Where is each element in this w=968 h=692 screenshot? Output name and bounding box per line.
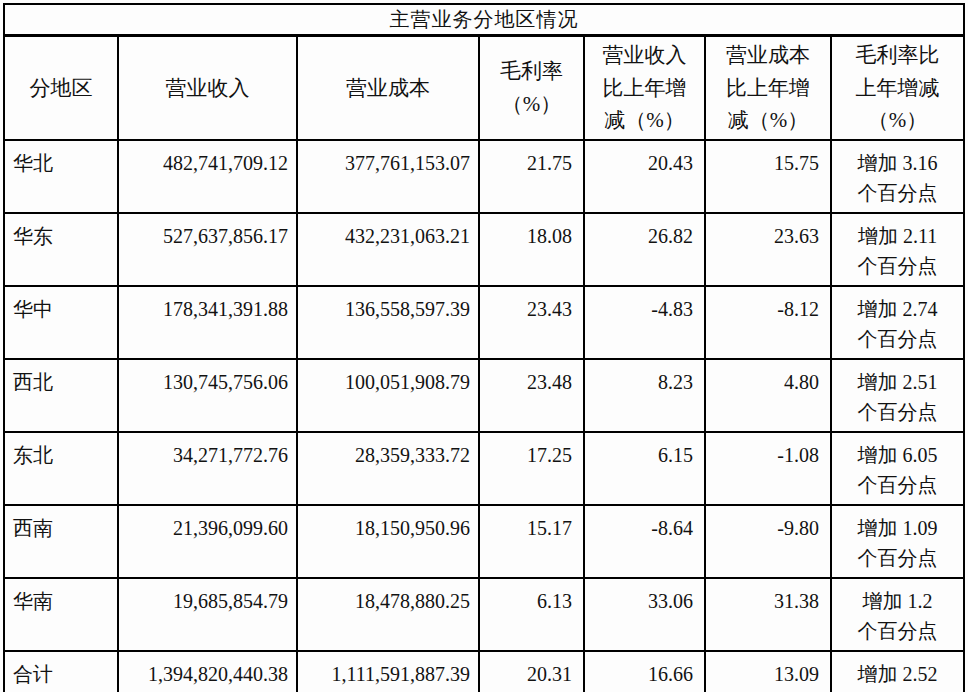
value-cell: 23.63 — [705, 213, 831, 286]
value-cell: 15.75 — [705, 140, 831, 213]
value-cell: 178,341,391.88 — [118, 286, 297, 359]
value-cell: 6.15 — [584, 432, 705, 505]
value-cell: 33.06 — [584, 578, 705, 651]
table-row: 西南21,396,099.6018,150,950.9615.17-8.64-9… — [4, 505, 964, 578]
table-row: 华南19,685,854.7918,478,880.256.1333.0631.… — [4, 578, 964, 651]
column-header: 营业收入 比上年增 减（%） — [584, 36, 705, 140]
value-cell: 20.31 — [479, 651, 584, 692]
value-cell: 28,359,333.72 — [297, 432, 479, 505]
region-cell: 西北 — [4, 359, 118, 432]
value-cell: 增加 2.51 个百分点 — [831, 359, 964, 432]
column-header: 毛利率比 上年增减 （%） — [831, 36, 964, 140]
value-cell: 增加 2.74 个百分点 — [831, 286, 964, 359]
value-cell: 18,150,950.96 — [297, 505, 479, 578]
value-cell: 1,394,820,440.38 — [118, 651, 297, 692]
value-cell: 23.43 — [479, 286, 584, 359]
region-business-table: 主营业务分地区情况 分地区营业收入营业成本毛利率 （%）营业收入 比上年增 减（… — [3, 3, 965, 692]
value-cell: 100,051,908.79 — [297, 359, 479, 432]
region-cell: 华中 — [4, 286, 118, 359]
table-row: 华中178,341,391.88136,558,597.3923.43-4.83… — [4, 286, 964, 359]
value-cell: 432,231,063.21 — [297, 213, 479, 286]
value-cell: -4.83 — [584, 286, 705, 359]
region-cell: 东北 — [4, 432, 118, 505]
value-cell: 130,745,756.06 — [118, 359, 297, 432]
value-cell: 482,741,709.12 — [118, 140, 297, 213]
column-header: 营业收入 — [118, 36, 297, 140]
table-row: 华北482,741,709.12377,761,153.0721.7520.43… — [4, 140, 964, 213]
value-cell: 20.43 — [584, 140, 705, 213]
table-title-row: 主营业务分地区情况 — [4, 4, 964, 36]
table-row: 华东527,637,856.17432,231,063.2118.0826.82… — [4, 213, 964, 286]
table-title: 主营业务分地区情况 — [4, 4, 964, 36]
table-row: 东北34,271,772.7628,359,333.7217.256.15-1.… — [4, 432, 964, 505]
value-cell: 19,685,854.79 — [118, 578, 297, 651]
value-cell: 增加 1.2 个百分点 — [831, 578, 964, 651]
column-header: 营业成本 比上年增 减（%） — [705, 36, 831, 140]
value-cell: 1,111,591,887.39 — [297, 651, 479, 692]
value-cell: 增加 2.11 个百分点 — [831, 213, 964, 286]
value-cell: 6.13 — [479, 578, 584, 651]
value-cell: 21,396,099.60 — [118, 505, 297, 578]
value-cell: 15.17 — [479, 505, 584, 578]
value-cell: 21.75 — [479, 140, 584, 213]
value-cell: 31.38 — [705, 578, 831, 651]
table-header-row: 分地区营业收入营业成本毛利率 （%）营业收入 比上年增 减（%）营业成本 比上年… — [4, 36, 964, 140]
value-cell: 18.08 — [479, 213, 584, 286]
value-cell: 16.66 — [584, 651, 705, 692]
value-cell: 26.82 — [584, 213, 705, 286]
region-cell: 华北 — [4, 140, 118, 213]
column-header: 分地区 — [4, 36, 118, 140]
value-cell: 17.25 — [479, 432, 584, 505]
region-cell: 华南 — [4, 578, 118, 651]
value-cell: 23.48 — [479, 359, 584, 432]
value-cell: -1.08 — [705, 432, 831, 505]
value-cell: 18,478,880.25 — [297, 578, 479, 651]
table-row: 合计1,394,820,440.381,111,591,887.3920.311… — [4, 651, 964, 692]
value-cell: -8.12 — [705, 286, 831, 359]
column-header: 毛利率 （%） — [479, 36, 584, 140]
document-page: 主营业务分地区情况 分地区营业收入营业成本毛利率 （%）营业收入 比上年增 减（… — [0, 0, 968, 692]
table-row: 西北130,745,756.06100,051,908.7923.488.234… — [4, 359, 964, 432]
column-header: 营业成本 — [297, 36, 479, 140]
value-cell: 4.80 — [705, 359, 831, 432]
value-cell: 增加 1.09 个百分点 — [831, 505, 964, 578]
value-cell: 34,271,772.76 — [118, 432, 297, 505]
value-cell: -8.64 — [584, 505, 705, 578]
table-body: 华北482,741,709.12377,761,153.0721.7520.43… — [4, 140, 964, 692]
value-cell: 136,558,597.39 — [297, 286, 479, 359]
value-cell: 增加 3.16 个百分点 — [831, 140, 964, 213]
value-cell: 8.23 — [584, 359, 705, 432]
value-cell: -9.80 — [705, 505, 831, 578]
region-cell: 合计 — [4, 651, 118, 692]
value-cell: 527,637,856.17 — [118, 213, 297, 286]
value-cell: 增加 6.05 个百分点 — [831, 432, 964, 505]
value-cell: 13.09 — [705, 651, 831, 692]
region-cell: 华东 — [4, 213, 118, 286]
region-cell: 西南 — [4, 505, 118, 578]
value-cell: 377,761,153.07 — [297, 140, 479, 213]
value-cell: 增加 2.52 个百分点 — [831, 651, 964, 692]
